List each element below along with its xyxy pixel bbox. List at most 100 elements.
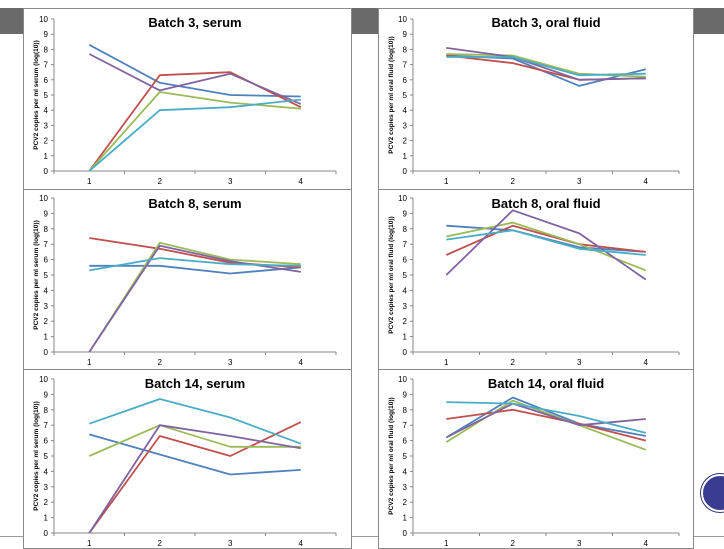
y-tick-label: 0 [44, 529, 49, 538]
y-tick-label: 9 [403, 30, 408, 39]
x-tick-label: 1 [444, 358, 449, 367]
y-axis-label: PCV2 copies per ml serum (log(10)) [33, 220, 40, 329]
x-tick-label: 1 [444, 539, 449, 548]
chart-batch3-serum: Batch 3, serum PCV2 copies per ml serum (… [23, 8, 352, 191]
chart-svg: Batch 3, serum PCV2 copies per ml serum (… [33, 15, 337, 186]
x-tick-label: 3 [577, 358, 582, 367]
series-line-5 [88, 98, 301, 172]
series-line-2 [446, 408, 647, 442]
series-line-1 [89, 264, 301, 275]
y-tick-label: 6 [403, 76, 408, 85]
y-tick-label: 0 [44, 167, 49, 176]
series-line-5 [446, 229, 646, 256]
y-tick-label: 10 [398, 194, 407, 203]
y-tick-label: 5 [44, 452, 49, 461]
y-tick-label: 6 [44, 256, 49, 265]
x-tick-label: 4 [299, 177, 304, 186]
x-tick-label: 1 [87, 539, 92, 548]
chart-batch8-serum: Batch 8, serum PCV2 copies per ml serum (… [23, 189, 352, 371]
y-tick-label: 8 [44, 45, 49, 54]
y-tick-label: 1 [403, 333, 408, 342]
y-tick-label: 2 [44, 498, 49, 507]
y-tick-label: 8 [403, 406, 408, 415]
y-tick-label: 0 [44, 348, 49, 357]
y-tick-label: 9 [403, 390, 408, 399]
y-tick-label: 10 [39, 194, 48, 203]
y-tick-label: 0 [403, 529, 408, 538]
series-line-1 [89, 433, 301, 476]
y-tick-label: 2 [44, 137, 49, 146]
y-tick-label: 6 [403, 256, 408, 265]
y-tick-label: 8 [403, 45, 408, 54]
y-tick-label: 5 [403, 452, 408, 461]
y-tick-label: 2 [403, 498, 408, 507]
x-tick-label: 1 [87, 177, 92, 186]
y-tick-label: 5 [44, 271, 49, 280]
y-tick-label: 8 [44, 406, 49, 415]
series-line-3 [88, 424, 301, 457]
y-tick-label: 9 [44, 30, 49, 39]
chart-title: Batch 8, oral fluid [491, 196, 600, 211]
y-tick-label: 3 [403, 483, 408, 492]
chart-batch8-oral-fluid: Batch 8, oral fluid PCV2 copies per ml or… [378, 189, 694, 371]
series-line-3 [88, 241, 301, 353]
y-tick-label: 2 [403, 137, 408, 146]
y-tick-label: 4 [403, 106, 408, 115]
y-tick-label: 10 [39, 15, 48, 24]
y-axis-label: PCV2 copies per ml oral fluid (log(10)) [388, 397, 395, 514]
series-line-4 [445, 209, 647, 281]
chart-svg: Batch 3, oral fluid PCV2 copies per ml or… [388, 15, 680, 186]
y-tick-label: 6 [403, 437, 408, 446]
y-tick-label: 5 [44, 91, 49, 100]
y-tick-label: 3 [44, 483, 49, 492]
series-line-5 [89, 398, 302, 445]
x-tick-label: 4 [644, 177, 649, 186]
chart-svg: Batch 14, oral fluid PCV2 copies per ml o… [388, 375, 680, 548]
series-line-2 [445, 224, 646, 256]
x-tick-label: 1 [444, 177, 449, 186]
y-tick-label: 0 [403, 167, 408, 176]
series-line-5 [446, 401, 647, 434]
y-tick-label: 4 [403, 467, 408, 476]
y-tick-label: 6 [44, 76, 49, 85]
slide-footer-line [0, 536, 724, 537]
y-tick-label: 2 [44, 317, 49, 326]
x-tick-label: 2 [511, 358, 516, 367]
chart-title: Batch 8, serum [148, 196, 241, 211]
y-tick-label: 4 [44, 467, 49, 476]
y-tick-label: 1 [44, 514, 49, 523]
series-line-5 [446, 56, 646, 77]
chart-svg: Batch 8, serum PCV2 copies per ml serum (… [33, 194, 337, 367]
y-tick-label: 4 [44, 286, 49, 295]
x-tick-label: 2 [511, 539, 516, 548]
series-line-4 [446, 47, 646, 81]
y-tick-label: 10 [39, 375, 48, 384]
x-tick-label: 4 [644, 358, 649, 367]
series-line-5 [89, 257, 301, 272]
x-tick-label: 3 [577, 177, 582, 186]
chart-title: Batch 3, oral fluid [491, 15, 600, 30]
y-tick-label: 1 [44, 333, 49, 342]
series-line-3 [88, 91, 301, 172]
chart-title: Batch 14, oral fluid [488, 376, 604, 391]
x-tick-label: 3 [228, 539, 233, 548]
x-tick-label: 2 [158, 177, 163, 186]
y-axis-label: PCV2 copies per ml serum (log(10)) [33, 401, 40, 510]
x-tick-label: 4 [299, 539, 304, 548]
y-tick-label: 2 [403, 317, 408, 326]
y-tick-label: 7 [44, 240, 49, 249]
series-line-4 [88, 53, 302, 105]
x-tick-label: 2 [158, 539, 163, 548]
y-tick-label: 8 [44, 225, 49, 234]
y-tick-label: 7 [403, 240, 408, 249]
y-axis-label: PCV2 copies per ml serum (log(10)) [33, 40, 40, 149]
y-tick-label: 9 [44, 209, 49, 218]
y-tick-label: 10 [398, 15, 407, 24]
y-tick-label: 9 [403, 209, 408, 218]
x-tick-label: 3 [228, 177, 233, 186]
series-line-4 [88, 244, 301, 353]
y-tick-label: 7 [44, 421, 49, 430]
series-line-1 [88, 44, 301, 98]
y-tick-label: 8 [403, 225, 408, 234]
y-tick-label: 3 [44, 121, 49, 130]
